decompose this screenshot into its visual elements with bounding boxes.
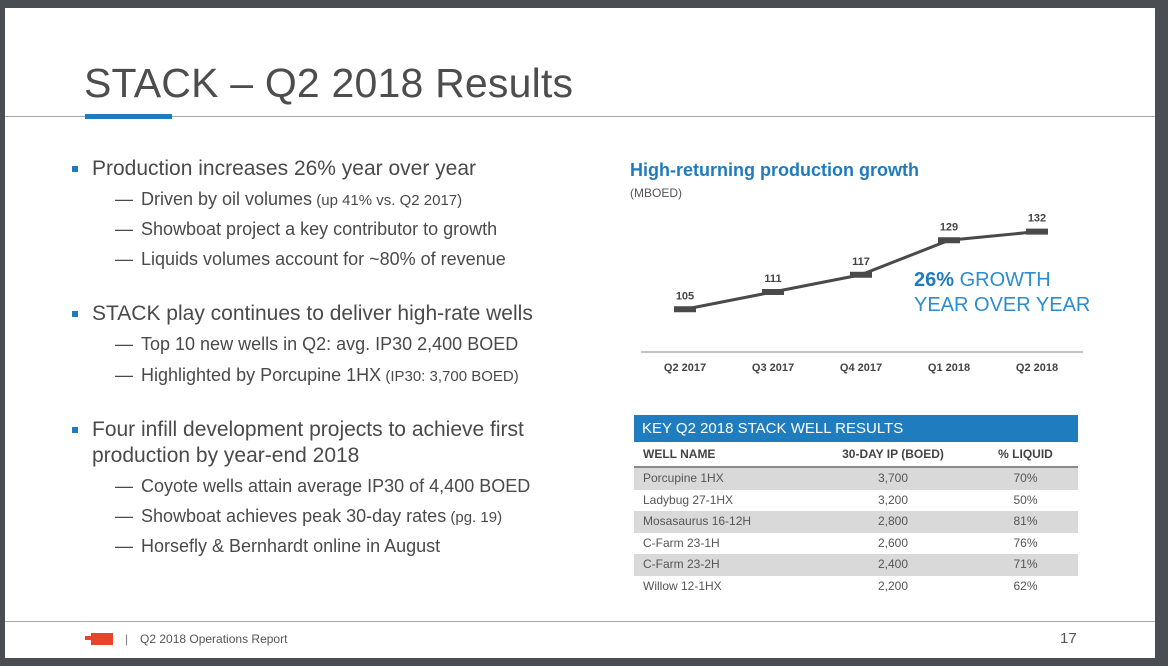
- sub-bullet-text: Showboat achieves peak 30-day rates: [141, 506, 447, 526]
- data-label: 132: [1028, 213, 1046, 225]
- cell-well-name: Mosasaurus 16-12H: [643, 514, 752, 529]
- column-header-liquid: % LIQUID: [998, 447, 1053, 461]
- sub-bullet-note: (IP30: 3,700 BOED): [381, 368, 519, 385]
- data-label: 117: [852, 256, 870, 268]
- column-header-well-name: WELL NAME: [643, 447, 716, 461]
- dash-icon: —: [115, 219, 133, 239]
- bullet-text: Production increases 26% year over year: [92, 157, 477, 180]
- sub-bullet: — Horsefly & Bernhardt online in August: [115, 536, 440, 557]
- dash-icon: —: [115, 536, 133, 556]
- sub-bullet: — Coyote wells attain average IP30 of 4,4…: [115, 476, 530, 497]
- dash-icon: —: [115, 334, 133, 354]
- table-row: Willow 12-1HX 2,200 62%: [634, 576, 1078, 598]
- dash-icon: —: [115, 249, 133, 269]
- table-row: Porcupine 1HX 3,700 70%: [634, 468, 1078, 490]
- cell-ip30: 2,800: [877, 514, 909, 529]
- data-label: 105: [676, 290, 694, 302]
- table-row: Ladybug 27-1HX 3,200 50%: [634, 490, 1078, 512]
- data-point-marker: [1026, 228, 1048, 235]
- sub-bullet: — Liquids volumes account for ~80% of rev…: [115, 249, 506, 270]
- column-header-ip30: 30-DAY IP (BOED): [842, 447, 944, 461]
- growth-text-line2: YEAR OVER YEAR: [914, 294, 1091, 316]
- sub-bullet-text: Coyote wells attain average IP30 of 4,40…: [141, 476, 531, 496]
- chart-title: High-returning production growth: [630, 160, 919, 180]
- cell-ip30: 3,200: [877, 492, 909, 507]
- sub-bullet-note: (pg. 19): [446, 509, 503, 526]
- sub-bullet-note: (up 41% vs. Q2 2017): [312, 192, 463, 209]
- cell-ip30: 2,600: [877, 535, 909, 550]
- cell-well-name: Willow 12-1HX: [643, 578, 722, 593]
- bullet-stack-play: STACK play continues to deliver high-rat…: [72, 301, 533, 327]
- cell-liquid: 76%: [1013, 535, 1038, 550]
- company-logo-icon: [85, 633, 113, 645]
- cell-well-name: Ladybug 27-1HX: [643, 492, 734, 507]
- title-accent-bar: [85, 114, 172, 119]
- dash-icon: —: [115, 189, 133, 209]
- footer-separator: |: [125, 632, 129, 646]
- table-header-row: WELL NAME 30-DAY IP (BOED) % LIQUID: [634, 442, 1078, 468]
- production-line-chart: 105 Q2 2017 111 Q3 2017 117 Q4 2017 129 Q1 2018…: [641, 213, 1083, 374]
- cell-well-name: Porcupine 1HX: [643, 471, 724, 485]
- sub-bullet-text: Showboat project a key contributor to gr…: [141, 219, 498, 239]
- data-point-marker: [850, 271, 872, 278]
- cell-liquid: 81%: [1013, 514, 1038, 529]
- slide-title: STACK – Q2 2018 Results: [84, 60, 574, 106]
- cell-ip30: 2,400: [877, 557, 909, 572]
- bullet-infill-projects: Four infill development projects to achi…: [72, 417, 524, 469]
- cell-ip30: 2,200: [877, 578, 909, 593]
- growth-text: GROWTH: [954, 269, 1051, 291]
- dash-icon: —: [115, 476, 133, 496]
- x-tick-label: Q2 2017: [664, 362, 706, 374]
- sub-bullet: — Driven by oil volumes (up 41% vs. Q2 20…: [115, 189, 462, 210]
- growth-percent: 26%: [914, 269, 955, 291]
- x-tick-label: Q4 2017: [840, 362, 882, 374]
- data-label: 111: [764, 273, 781, 285]
- sub-bullet: — Highlighted by Porcupine 1HX (IP30: 3,7…: [115, 365, 519, 386]
- sub-bullet-text: Top 10 new wells in Q2: avg. IP30 2,400 …: [141, 334, 519, 354]
- table-title: KEY Q2 2018 STACK WELL RESULTS: [634, 415, 1078, 442]
- page-number: 17: [1060, 630, 1077, 647]
- x-tick-label: Q1 2018: [928, 362, 970, 374]
- sub-bullet: — Showboat achieves peak 30-day rates (pg…: [115, 506, 502, 527]
- cell-well-name: C-Farm 23-1H: [643, 535, 720, 550]
- data-label: 129: [940, 221, 958, 233]
- footer-report-title: Q2 2018 Operations Report: [140, 632, 288, 646]
- sub-bullet-text: Highlighted by Porcupine 1HX: [141, 365, 382, 385]
- footer-divider: [5, 621, 1155, 622]
- cell-liquid: 50%: [1013, 492, 1038, 507]
- data-point-marker: [674, 306, 696, 313]
- x-tick-label: Q2 2018: [1016, 362, 1058, 374]
- bullet-text: Four infill development projects to achi…: [92, 418, 524, 441]
- table-row: C-Farm 23-1H 2,600 76%: [634, 533, 1078, 555]
- bullet-square-icon: [72, 311, 78, 317]
- cell-liquid: 70%: [1013, 471, 1038, 485]
- chart-unit-label: (MBOED): [630, 186, 682, 200]
- sub-bullet: — Showboat project a key contributor to g…: [115, 219, 497, 240]
- sub-bullet-text: Liquids volumes account for ~80% of reve…: [141, 249, 506, 269]
- dash-icon: —: [115, 365, 133, 385]
- dash-icon: —: [115, 506, 133, 526]
- growth-callout: 26% GROWTH YEAR OVER YEAR: [914, 268, 1090, 318]
- table-row: Mosasaurus 16-12H 2,800 81%: [634, 511, 1078, 533]
- sub-bullet-text: Horsefly & Bernhardt online in August: [141, 536, 441, 556]
- bullet-square-icon: [72, 427, 78, 433]
- data-point-marker: [762, 289, 784, 295]
- cell-liquid: 62%: [1013, 578, 1038, 593]
- title-divider: [5, 116, 1155, 117]
- data-point-marker: [938, 237, 960, 244]
- bullet-text: STACK play continues to deliver high-rat…: [92, 302, 533, 325]
- cell-liquid: 71%: [1013, 557, 1038, 572]
- bullet-production: Production increases 26% year over year: [72, 156, 477, 182]
- bullet-square-icon: [72, 166, 78, 172]
- x-tick-label: Q3 2017: [752, 362, 794, 374]
- well-results-table: KEY Q2 2018 STACK WELL RESULTS WELL NAME…: [634, 415, 1078, 598]
- cell-ip30: 3,700: [877, 471, 909, 485]
- bullet-text: production by year-end 2018: [92, 444, 360, 467]
- slide: STACK – Q2 2018 Results Production incre…: [5, 8, 1155, 658]
- cell-well-name: C-Farm 23-2H: [643, 557, 720, 572]
- sub-bullet-text: Driven by oil volumes: [141, 189, 313, 209]
- sub-bullet: — Top 10 new wells in Q2: avg. IP30 2,400…: [115, 334, 518, 355]
- table-row: C-Farm 23-2H 2,400 71%: [634, 554, 1078, 576]
